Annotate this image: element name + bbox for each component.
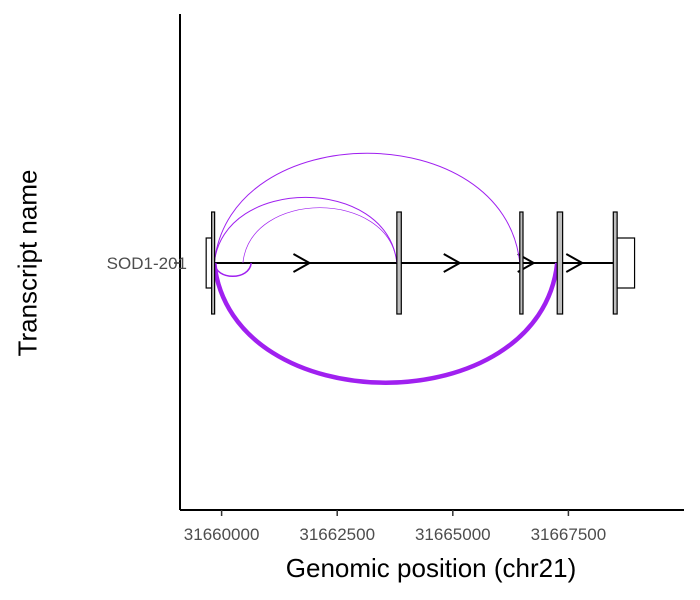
x-axis-title: Genomic position (chr21): [285, 553, 577, 583]
splice-junction-arc: [213, 152, 521, 264]
transcript-name-label: SOD1-201: [106, 254, 187, 273]
splice-junction-arc: [212, 262, 560, 385]
strand-arrow: [292, 253, 312, 273]
x-tick-label-31665000: 31665000: [414, 525, 491, 544]
strand-arrow: [565, 253, 585, 273]
x-tick-label-31667500: 31667500: [530, 525, 607, 544]
exon-utr: [616, 237, 636, 289]
exon-cds: [211, 211, 216, 315]
exon-cds: [556, 211, 564, 315]
exon-utr: [205, 237, 213, 289]
strand-arrow: [443, 253, 462, 273]
splice-junction-arc: [213, 197, 398, 264]
exon-cds: [519, 211, 524, 315]
y-axis-title: Transcript name: [12, 169, 43, 357]
exon-cds: [396, 211, 402, 315]
x-tick-label-31662500: 31662500: [299, 525, 376, 544]
splice-junction-arc: [242, 207, 398, 264]
splice-junction-arc: [213, 262, 252, 277]
x-tick-label-31660000: 31660000: [183, 525, 260, 544]
